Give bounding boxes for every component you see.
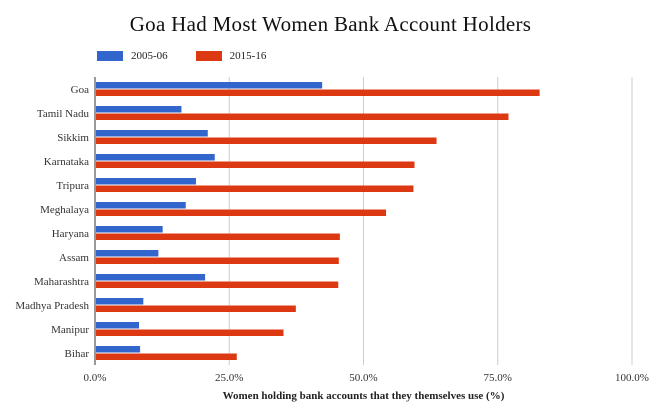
bar-2015-16-manipur [96,329,284,336]
bar-2005-06-bihar [96,346,141,353]
legend-item-2015-16[interactable]: 2015-16 [195,50,267,62]
bar-2005-06-sikkim [96,130,208,137]
x-tick-label-4: 100.0% [615,372,649,384]
chart-title: Goa Had Most Women Bank Account Holders [129,12,532,36]
x-axis-title: Women holding bank accounts that they th… [223,390,505,402]
bar-2015-16-maharashtra [96,281,339,288]
category-label-haryana: Haryana [52,228,89,240]
legend-swatch-2015-16 [195,51,222,61]
bar-2015-16-sikkim [96,137,437,144]
category-label-sikkim: Sikkim [57,132,89,144]
bar-2015-16-assam [96,257,339,264]
category-label-karnataka: Karnataka [44,156,89,168]
bar-2015-16-madhya-pradesh [96,305,296,312]
x-tick-label-0: 0.0% [84,372,107,384]
bar-2015-16-tamil-nadu [96,113,509,120]
category-label-maharashtra: Maharashtra [34,276,89,288]
x-tick-label-3: 75.0% [484,372,512,384]
bar-2005-06-madhya-pradesh [96,298,144,305]
x-tick-label-1: 25.0% [215,372,243,384]
bar-2005-06-tamil-nadu [96,106,182,113]
category-label-manipur: Manipur [51,324,89,336]
bar-2005-06-assam [96,250,159,257]
bar-2005-06-meghalaya [96,202,186,209]
legend-swatch-2005-06 [97,51,123,61]
bar-2015-16-tripura [96,185,414,192]
legend-label-2015-16: 2015-16 [229,50,267,62]
bar-2015-16-karnataka [96,161,415,168]
legend-item-2005-06[interactable]: 2005-06 [97,50,168,62]
category-label-goa: Goa [71,84,89,96]
legend: 2005-06 2015-16 [97,49,294,63]
bar-2005-06-maharashtra [96,274,206,281]
bar-2015-16-haryana [96,233,340,240]
bar-2005-06-tripura [96,178,196,185]
category-label-bihar: Bihar [65,348,90,360]
bar-2015-16-bihar [96,353,237,360]
bar-2015-16-meghalaya [96,209,387,216]
bar-2005-06-haryana [96,226,163,233]
category-label-tripura: Tripura [56,180,89,192]
bar-2005-06-karnataka [96,154,215,161]
category-label-madhya-pradesh: Madhya Pradesh [15,300,89,312]
legend-label-2005-06: 2005-06 [131,50,168,62]
bar-2005-06-goa [96,82,323,89]
category-label-assam: Assam [59,252,89,264]
category-label-meghalaya: Meghalaya [40,204,89,216]
bar-2015-16-goa [96,89,540,96]
x-tick-label-2: 50.0% [349,372,377,384]
category-label-tamil-nadu: Tamil Nadu [37,108,90,120]
bar-2005-06-manipur [96,322,140,329]
